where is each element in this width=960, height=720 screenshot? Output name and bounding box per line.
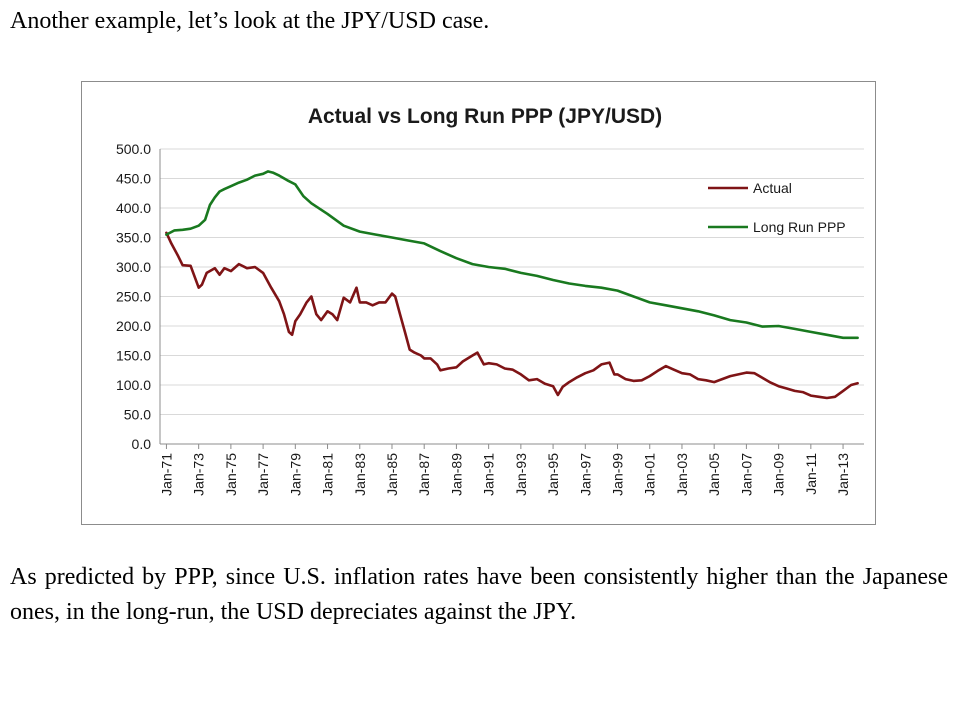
- x-tick-label: Jan-11: [803, 453, 819, 495]
- x-tick-label: Jan-85: [384, 453, 400, 496]
- legend-label: Long Run PPP: [753, 219, 846, 235]
- chart-title: Actual vs Long Run PPP (JPY/USD): [308, 105, 662, 128]
- legend-label: Actual: [753, 180, 792, 196]
- conclusion-text: As predicted by PPP, since U.S. inflatio…: [10, 564, 948, 625]
- x-tick-label: Jan-81: [320, 453, 336, 496]
- x-tick-label: Jan-77: [255, 453, 271, 496]
- y-tick-label: 250.0: [116, 289, 151, 305]
- y-tick-label: 450.0: [116, 171, 151, 187]
- x-tick-label: Jan-83: [352, 453, 368, 496]
- chart-svg: Actual vs Long Run PPP (JPY/USD) 0.0 50.0…: [116, 105, 864, 496]
- series-line-actual: [165, 231, 859, 400]
- x-tick-label: Jan-03: [674, 453, 690, 496]
- y-tick-label: 200.0: [116, 318, 151, 334]
- x-tick-label: Jan-09: [771, 453, 787, 496]
- intro-text: Another example, let’s look at the JPY/U…: [10, 8, 490, 34]
- x-tick-label: Jan-01: [642, 453, 658, 496]
- series-line-long-run-ppp: [165, 170, 859, 340]
- x-tick-label: Jan-71: [158, 453, 174, 496]
- y-tick-label: 350.0: [116, 230, 151, 246]
- x-tick-label: Jan-95: [545, 453, 561, 496]
- x-tick-label: Jan-93: [513, 453, 529, 496]
- y-tick-label: 100.0: [116, 377, 151, 393]
- x-tick-label: Jan-79: [287, 453, 303, 496]
- x-tick-label: Jan-73: [191, 453, 207, 496]
- y-tick-label: 0.0: [132, 436, 152, 452]
- x-tick-label: Jan-05: [706, 453, 722, 496]
- x-tick-label: Jan-97: [577, 453, 593, 496]
- chart-frame: Actual vs Long Run PPP (JPY/USD) 0.0 50.0…: [81, 81, 876, 525]
- y-tick-label: 50.0: [124, 407, 151, 423]
- x-tick-label: Jan-99: [610, 453, 626, 496]
- x-tick-label: Jan-91: [481, 453, 497, 496]
- x-tick-label: Jan-07: [738, 453, 754, 496]
- y-tick-label: 400.0: [116, 200, 151, 216]
- x-tick-label: Jan-89: [448, 453, 464, 496]
- y-tick-label: 150.0: [116, 348, 151, 364]
- x-tick-label: Jan-13: [835, 453, 851, 496]
- x-tick-label: Jan-87: [416, 453, 432, 496]
- y-tick-label: 300.0: [116, 259, 151, 275]
- x-tick-label: Jan-75: [223, 453, 239, 496]
- y-tick-label: 500.0: [116, 141, 151, 157]
